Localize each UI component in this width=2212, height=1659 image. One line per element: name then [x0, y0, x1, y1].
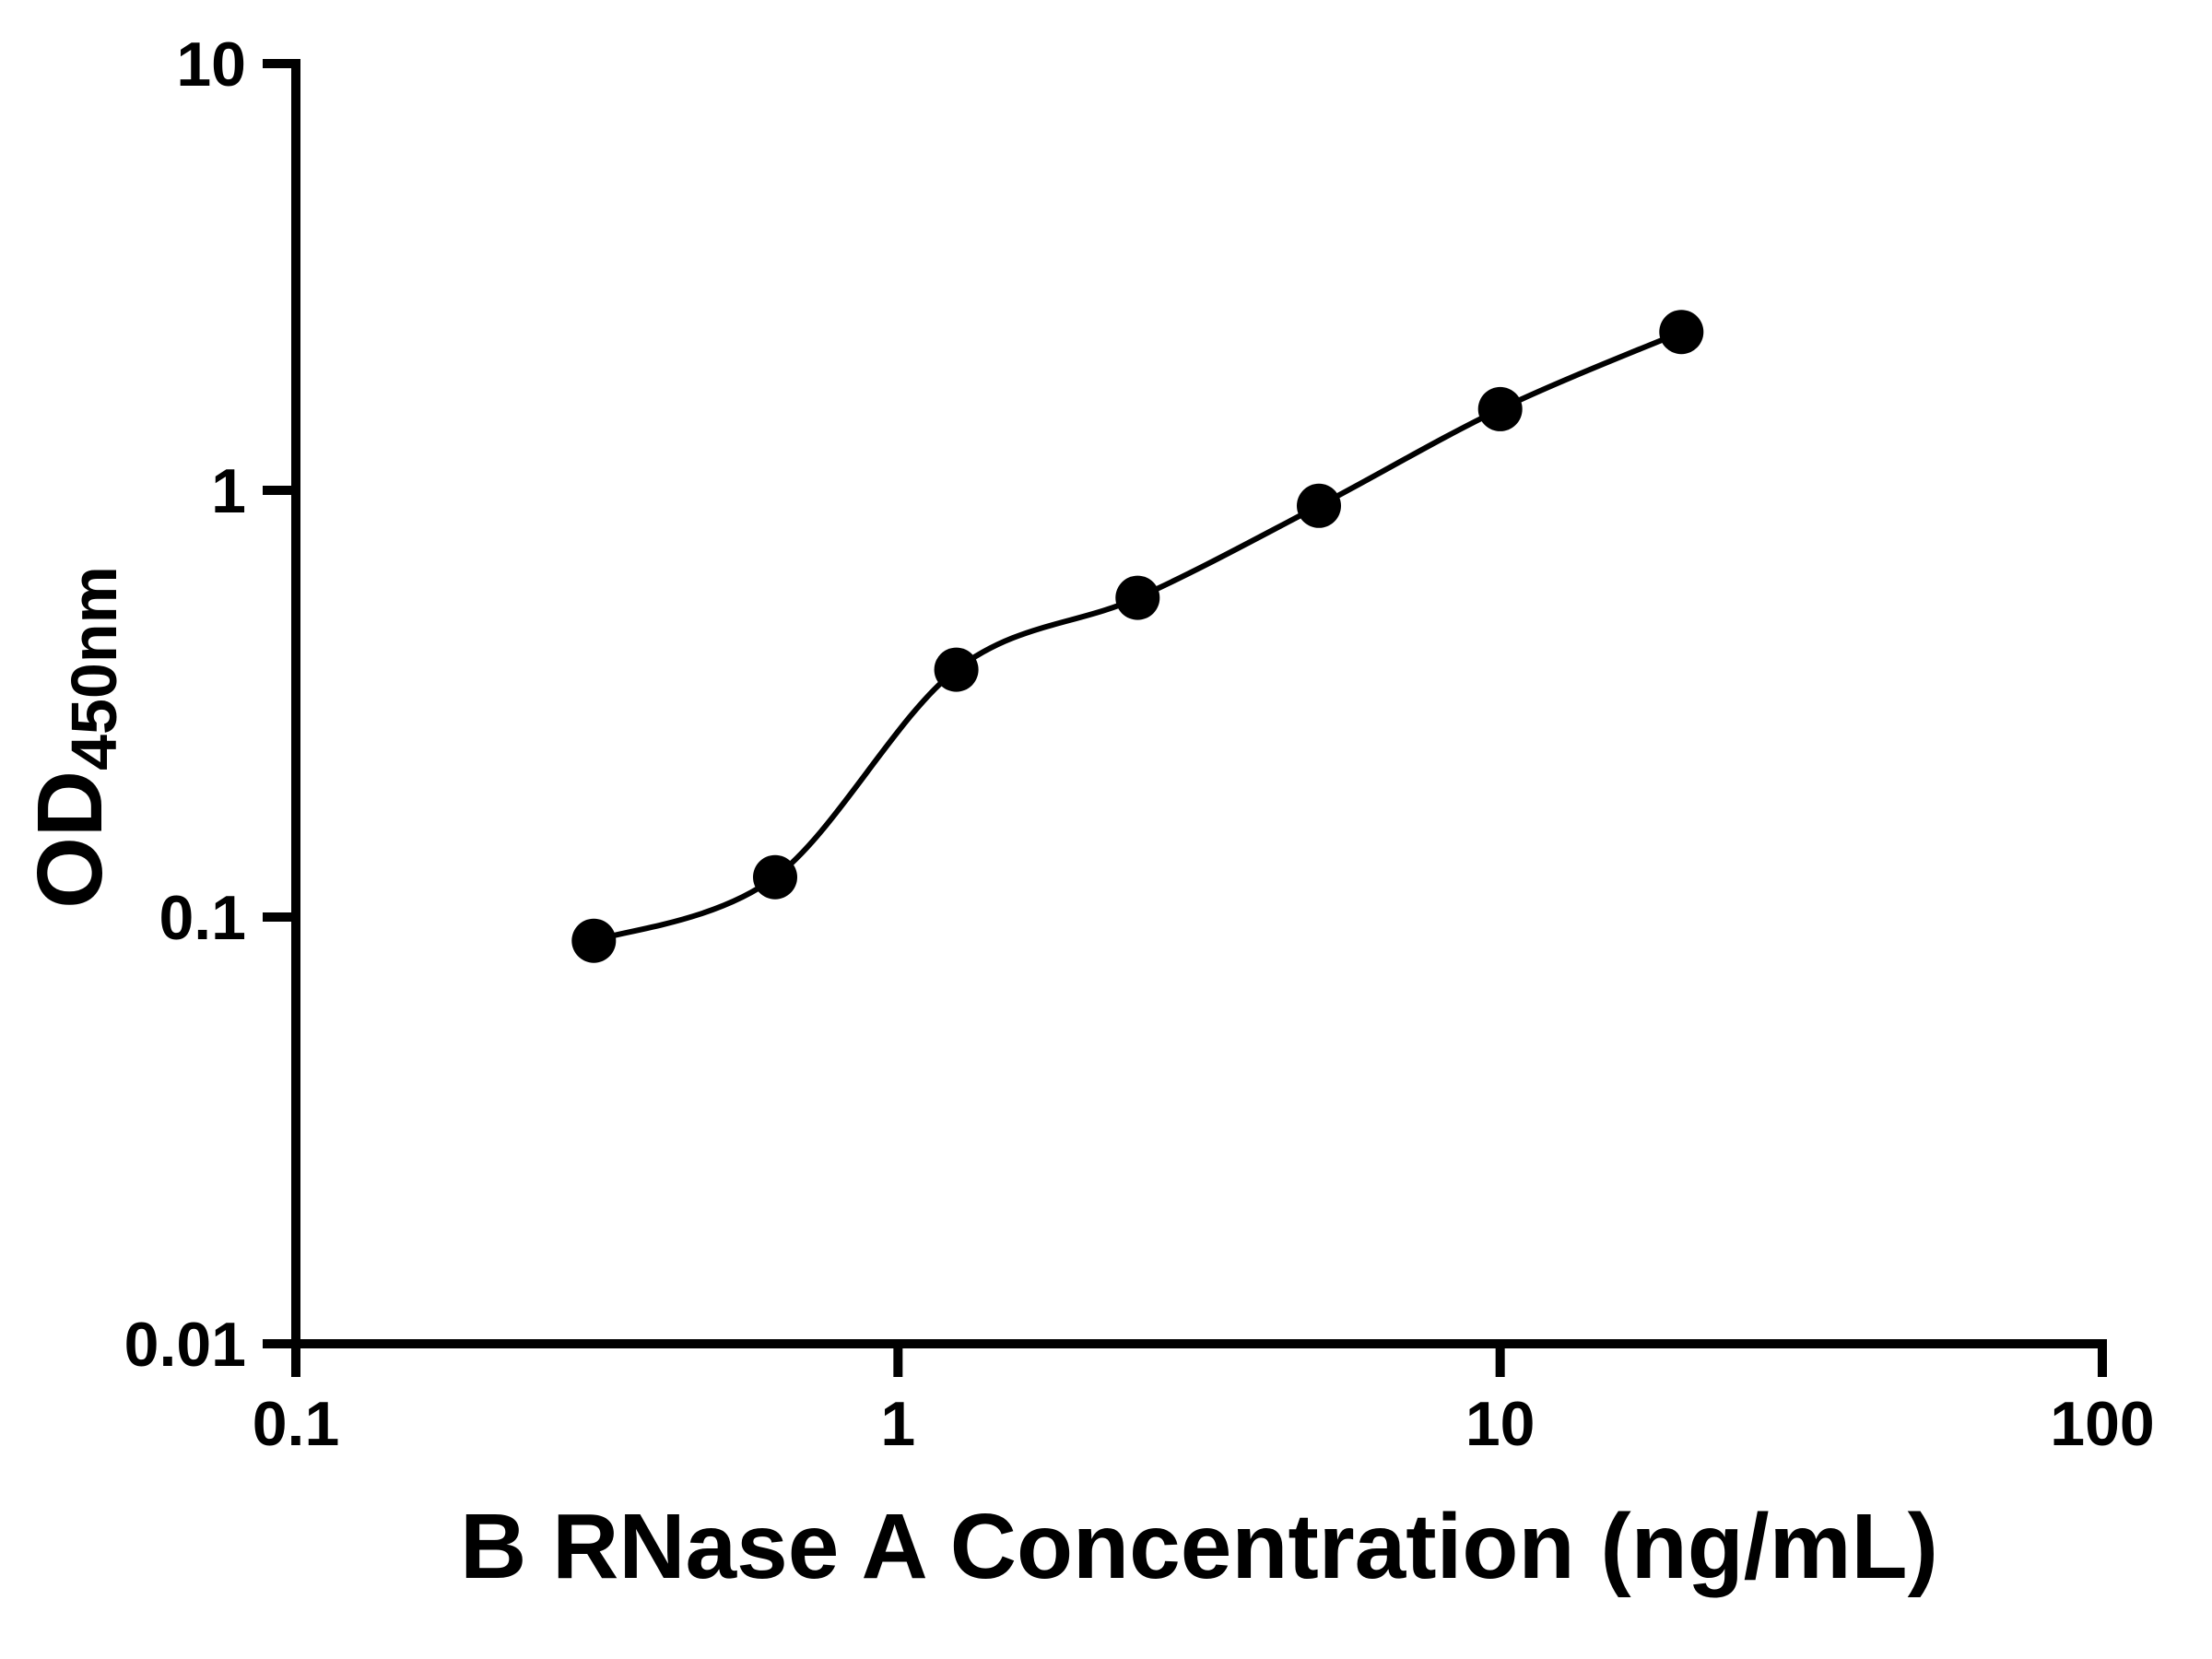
data-series	[571, 310, 1704, 963]
data-point	[753, 854, 797, 900]
y-tick-label: 0.1	[159, 883, 246, 953]
y-axis-title-sub: 450nm	[58, 566, 130, 771]
data-point	[1477, 386, 1523, 431]
x-tick-label: 1	[880, 1389, 915, 1459]
data-point	[1115, 575, 1160, 620]
y-tick-label: 1	[211, 456, 246, 526]
data-point	[1297, 483, 1341, 528]
x-tick-label: 0.1	[253, 1389, 340, 1459]
data-point	[571, 918, 617, 963]
x-tick-label: 100	[2050, 1389, 2154, 1459]
x-tick-label: 10	[1465, 1389, 1535, 1459]
y-axis-title: OD450nm	[18, 566, 130, 909]
x-axis-title: B RNase A Concentration (ng/mL)	[460, 1495, 1938, 1598]
y-tick-label: 0.01	[124, 1310, 246, 1380]
y-axis-title-main: OD	[18, 771, 122, 909]
fit-curve	[591, 329, 1685, 944]
data-point	[1659, 310, 1704, 355]
data-point	[934, 647, 979, 692]
y-tick-label: 10	[176, 29, 246, 100]
